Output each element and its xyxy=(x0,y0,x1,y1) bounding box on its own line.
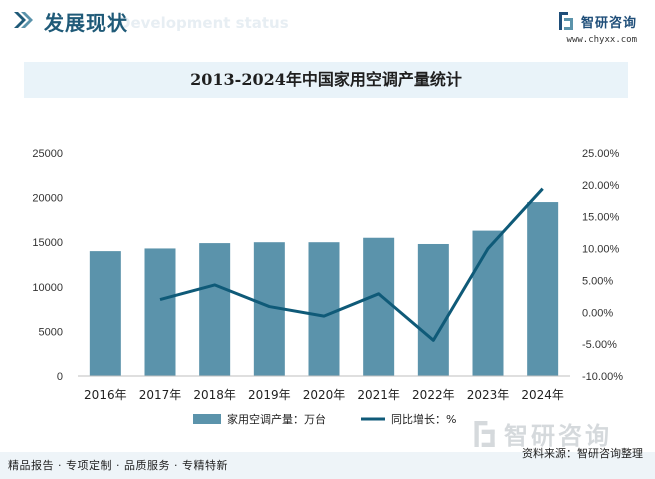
y-left-tick-label: 0 xyxy=(57,371,63,383)
brand-url[interactable]: www.chyxx.com xyxy=(566,35,637,45)
x-tick-label: 2019年 xyxy=(248,388,291,402)
x-tick-label: 2023年 xyxy=(467,388,510,402)
brand-logo-icon xyxy=(558,12,573,30)
x-tick-label: 2022年 xyxy=(412,388,455,402)
y-right-tick-label: -5.00% xyxy=(582,339,617,351)
footer-source: 资料来源：智研咨询整理 xyxy=(522,447,643,460)
y-left-tick-label: 15000 xyxy=(32,237,63,249)
x-tick-label: 2020年 xyxy=(303,388,346,402)
bar xyxy=(472,230,504,376)
header: Development status 发展现状 智研咨询 www.chyxx.c… xyxy=(0,0,655,50)
header-subtitle-ghost: Development status xyxy=(118,14,289,32)
bar xyxy=(417,243,449,376)
y-right-tick-label: 25.00% xyxy=(582,148,620,160)
y-right-tick-label: 0.00% xyxy=(582,307,613,319)
bar xyxy=(144,248,176,376)
y-right-tick-label: 20.00% xyxy=(582,180,620,192)
bar xyxy=(89,251,121,376)
legend-bar-label: 家用空调产量：万台 xyxy=(227,412,326,426)
page-title: 发展现状 xyxy=(44,11,128,35)
footer-slogan: 精品报告 · 专项定制 · 品质服务 · 专精特新 xyxy=(8,459,228,472)
x-tick-label: 2021年 xyxy=(357,388,400,402)
legend-line-label: 同比增长：% xyxy=(391,412,456,426)
y-right-tick-label: 5.00% xyxy=(582,275,613,287)
footer-bar xyxy=(0,452,655,479)
y-left-tick-label: 20000 xyxy=(32,193,63,205)
growth-line xyxy=(159,187,544,342)
watermark-logo-name: 智研咨询 xyxy=(504,422,612,450)
x-tick-label: 2017年 xyxy=(139,388,182,402)
bar xyxy=(308,242,340,376)
chart-title: 2013-2024年中国家用空调产量统计 xyxy=(190,70,462,89)
y-right-tick-label: 15.00% xyxy=(582,212,620,224)
bar xyxy=(527,202,559,376)
chart-title-bar: 2013-2024年中国家用空调产量统计 xyxy=(24,62,628,98)
x-tick-label: 2018年 xyxy=(193,388,236,402)
y-right-tick-label: -10.00% xyxy=(582,371,623,383)
bar xyxy=(199,243,231,376)
watermark-logo-icon xyxy=(474,420,495,447)
brand-logo[interactable]: 智研咨询 xyxy=(558,12,637,31)
y-left-tick-label: 25000 xyxy=(32,148,63,160)
y-left-tick-label: 10000 xyxy=(32,282,63,294)
x-tick-label: 2016年 xyxy=(84,388,127,402)
x-tick-label: 2024年 xyxy=(521,388,564,402)
legend-bar-swatch xyxy=(193,414,221,424)
y-left-tick-label: 5000 xyxy=(39,326,63,338)
double-chevron-icon xyxy=(14,12,33,28)
y-right-tick-label: 10.00% xyxy=(582,244,620,256)
watermark-logo: 智研咨询 xyxy=(474,416,612,451)
brand-name: 智研咨询 xyxy=(580,15,637,31)
production-chart: 0 5000 10000 15000 20000 25000 -10.00% -5.00% 0.… xyxy=(32,148,623,426)
bar xyxy=(363,237,395,376)
